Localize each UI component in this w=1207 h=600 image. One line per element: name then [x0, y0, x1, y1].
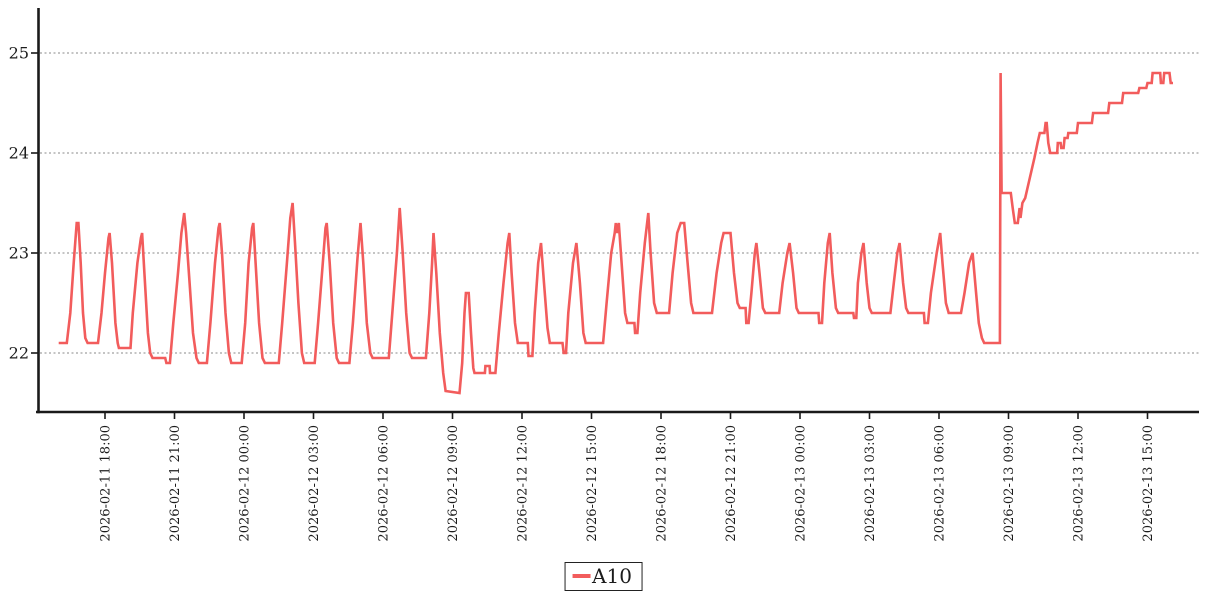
svg-text:2026-02-13 09:00: 2026-02-13 09:00: [1002, 425, 1017, 542]
svg-text:2026-02-13 03:00: 2026-02-13 03:00: [863, 425, 878, 542]
svg-text:2026-02-12 15:00: 2026-02-12 15:00: [585, 425, 600, 542]
svg-text:2026-02-12 09:00: 2026-02-12 09:00: [446, 425, 461, 542]
svg-text:2026-02-12 00:00: 2026-02-12 00:00: [238, 425, 253, 542]
legend-line-swatch: [572, 574, 591, 578]
svg-text:2026-02-13 06:00: 2026-02-13 06:00: [933, 425, 948, 542]
svg-text:2026-02-13 00:00: 2026-02-13 00:00: [794, 425, 809, 542]
svg-text:2026-02-12 12:00: 2026-02-12 12:00: [516, 425, 531, 542]
svg-text:2026-02-11 18:00: 2026-02-11 18:00: [99, 425, 114, 542]
svg-text:25: 25: [9, 44, 29, 63]
legend: A10: [564, 562, 643, 591]
legend-label: A10: [592, 564, 632, 588]
svg-text:2026-02-12 03:00: 2026-02-12 03:00: [307, 425, 322, 542]
svg-text:2026-02-12 21:00: 2026-02-12 21:00: [724, 425, 739, 542]
svg-text:23: 23: [9, 244, 29, 263]
svg-text:22: 22: [9, 344, 29, 363]
svg-text:2026-02-13 12:00: 2026-02-13 12:00: [1072, 425, 1087, 542]
svg-text:2026-02-13 15:00: 2026-02-13 15:00: [1141, 425, 1156, 542]
svg-text:2026-02-12 18:00: 2026-02-12 18:00: [655, 425, 670, 542]
svg-text:2026-02-11 21:00: 2026-02-11 21:00: [168, 425, 183, 542]
svg-text:2026-02-12 06:00: 2026-02-12 06:00: [377, 425, 392, 542]
svg-text:24: 24: [9, 144, 29, 163]
